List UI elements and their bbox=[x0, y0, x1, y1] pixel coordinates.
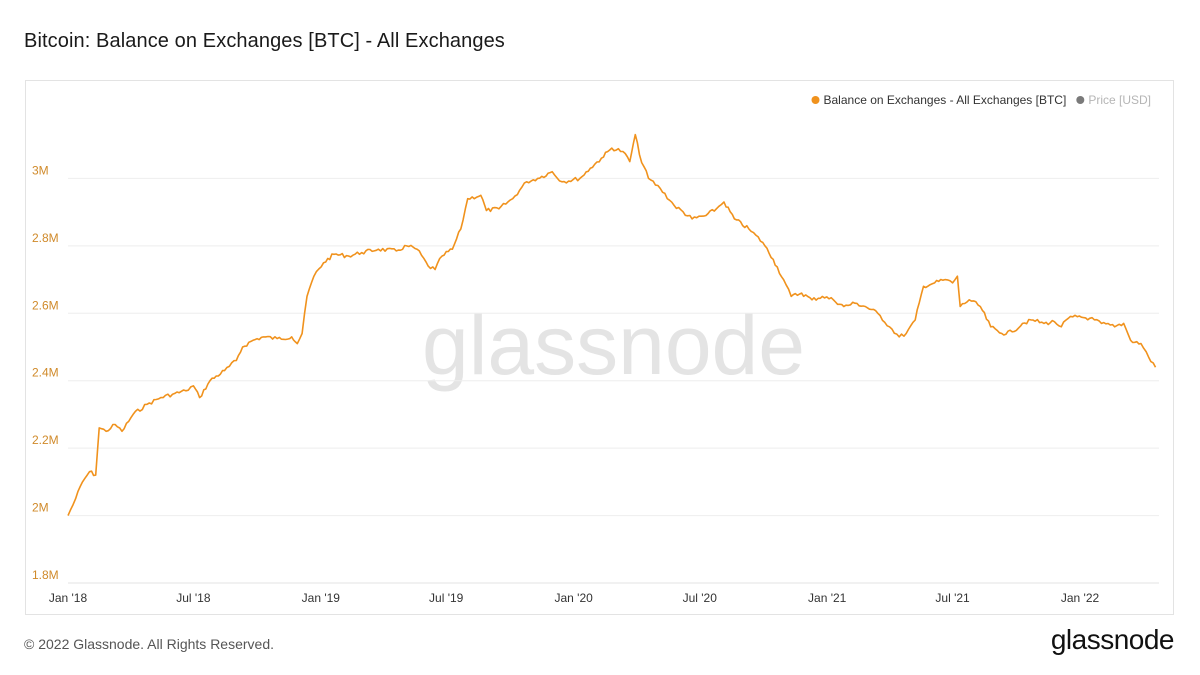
x-tick-label: Jul '21 bbox=[935, 591, 970, 605]
x-tick-label: Jan '22 bbox=[1061, 591, 1100, 605]
copyright-text: © 2022 Glassnode. All Rights Reserved. bbox=[24, 636, 275, 652]
x-tick-label: Jul '18 bbox=[176, 591, 211, 605]
legend-marker-price[interactable] bbox=[1076, 96, 1085, 104]
x-tick-label: Jan '20 bbox=[555, 591, 594, 605]
x-tick-label: Jul '20 bbox=[683, 591, 718, 605]
chart-frame: glassnode 1.8M 2M 2.2M 2.4M 2.6M 2.8M 3M Jan '18… bbox=[25, 80, 1174, 615]
y-tick-label: 2.6M bbox=[32, 298, 59, 312]
x-tick-label: Jan '19 bbox=[302, 591, 341, 605]
line-chart[interactable]: glassnode 1.8M 2M 2.2M 2.4M 2.6M 2.8M 3M Jan '18… bbox=[26, 81, 1173, 614]
legend-label-balance[interactable]: Balance on Exchanges - All Exchanges [BT… bbox=[824, 93, 1067, 107]
series-line-balance[interactable] bbox=[67, 133, 1157, 516]
y-tick-label: 3M bbox=[32, 163, 49, 177]
y-tick-label: 2M bbox=[32, 501, 49, 515]
legend-marker-balance[interactable] bbox=[811, 96, 820, 104]
glassnode-logo[interactable]: glassnode bbox=[1050, 624, 1175, 655]
x-tick-label: Jan '21 bbox=[808, 591, 847, 605]
legend-label-price[interactable]: Price [USD] bbox=[1088, 93, 1151, 107]
chart-title: Bitcoin: Balance on Exchanges [BTC] - Al… bbox=[24, 30, 505, 52]
y-tick-label: 1.8M bbox=[32, 568, 59, 582]
y-tick-label: 2.2M bbox=[32, 433, 59, 447]
y-tick-label: 2.4M bbox=[32, 366, 59, 380]
watermark-text: glassnode bbox=[422, 298, 805, 392]
x-tick-label: Jul '19 bbox=[429, 591, 464, 605]
x-tick-label: Jan '18 bbox=[49, 591, 88, 605]
y-tick-label: 2.8M bbox=[32, 231, 59, 245]
